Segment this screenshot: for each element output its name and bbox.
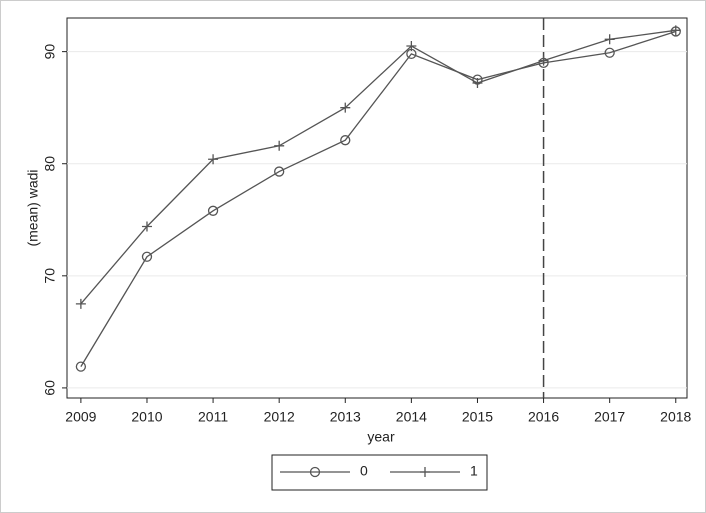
marker <box>274 140 285 151</box>
x-tick-label: 2009 <box>65 409 96 425</box>
marker <box>340 135 351 146</box>
marker <box>141 221 152 232</box>
marker <box>75 361 87 372</box>
marker <box>406 41 417 52</box>
x-tick-label: 2016 <box>528 409 559 425</box>
marker <box>208 154 219 165</box>
x-tick-label: 2012 <box>264 409 295 425</box>
y-axis-label: (mean) wadi <box>25 169 41 246</box>
y-tick-label: 80 <box>42 156 58 172</box>
x-tick-label: 2011 <box>198 409 228 425</box>
legend-label: 0 <box>360 463 368 479</box>
marker <box>538 55 549 66</box>
marker <box>340 102 351 113</box>
marker <box>75 298 86 309</box>
x-tick-label: 2017 <box>594 409 625 425</box>
marker <box>420 467 430 477</box>
x-tick-label: 2010 <box>131 409 162 425</box>
marker <box>207 205 219 216</box>
plot-area <box>66 17 688 399</box>
series-line <box>80 30 676 367</box>
marker <box>309 466 321 478</box>
marker <box>604 47 615 58</box>
marker <box>670 25 681 36</box>
marker <box>141 251 153 262</box>
x-tick-label: 2015 <box>462 409 493 425</box>
legend-label: 1 <box>470 463 478 479</box>
marker <box>274 166 285 177</box>
series-line <box>80 29 676 305</box>
x-tick-label: 2018 <box>660 409 691 425</box>
marker <box>604 34 615 45</box>
y-tick-label: 60 <box>42 380 58 396</box>
y-tick-label: 70 <box>42 268 58 284</box>
x-tick-label: 2014 <box>396 409 427 425</box>
x-axis-label: year <box>367 429 395 445</box>
y-tick-label: 90 <box>42 44 58 60</box>
marker <box>472 78 483 89</box>
x-tick-label: 2013 <box>330 409 361 425</box>
